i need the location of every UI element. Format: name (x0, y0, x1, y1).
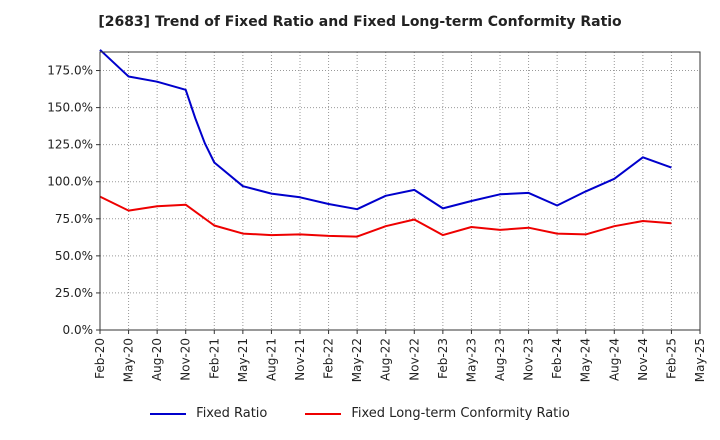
x-tick-label: May-20 (122, 338, 136, 382)
y-axis-ticks: 0.0% 25.0% 50.0% 75.0% 100.0% 125.0% 150.0% 175… (47, 64, 100, 337)
y-tick-label: 75.0% (55, 212, 93, 226)
x-tick-label: Nov-23 (522, 338, 536, 381)
x-tick-label: Aug-23 (493, 338, 507, 381)
x-tick-label: May-25 (693, 338, 707, 382)
x-tick-label: Feb-22 (322, 338, 336, 379)
x-tick-label: Nov-20 (179, 338, 193, 381)
x-tick-label: Aug-20 (150, 338, 164, 381)
x-tick-label: May-23 (464, 338, 478, 382)
y-tick-label: 150.0% (47, 101, 93, 115)
x-tick-label: Feb-23 (436, 338, 450, 379)
legend-swatch-fixed-ratio (150, 412, 187, 415)
x-axis-ticks: Feb-20 May-20 Aug-20 Nov-20 Feb-21 May-21 Aug-… (93, 330, 707, 382)
x-tick-label: May-22 (350, 338, 364, 382)
plot-frame (99, 51, 701, 331)
legend-item-fixed-ratio: Fixed Ratio (150, 406, 267, 421)
x-tick-label: Aug-24 (607, 338, 621, 381)
x-tick-label: Feb-24 (550, 338, 564, 379)
x-tick-label: May-24 (579, 338, 593, 382)
x-tick-label: Feb-20 (93, 338, 107, 379)
chart-title: [2683] Trend of Fixed Ratio and Fixed Lo… (98, 14, 622, 30)
y-tick-label: 175.0% (47, 64, 93, 78)
legend-label-fixed-ratio: Fixed Ratio (196, 406, 268, 421)
x-tick-label: Feb-25 (664, 338, 678, 379)
y-tick-label: 0.0% (63, 323, 94, 337)
legend-item-fixed-long-term-conformity-ratio: Fixed Long-term Conformity Ratio (305, 406, 570, 421)
x-tick-label: May-21 (236, 338, 250, 382)
y-tick-label: 125.0% (47, 138, 93, 152)
x-tick-label: Feb-21 (207, 338, 221, 379)
x-tick-label: Aug-22 (379, 338, 393, 381)
y-tick-label: 100.0% (47, 175, 93, 189)
y-tick-label: 25.0% (55, 286, 93, 300)
grid-lines (99, 52, 701, 331)
legend-swatch-fixed-long-term-conformity-ratio (305, 412, 342, 415)
x-tick-label: Aug-21 (264, 338, 278, 381)
x-tick-label: Nov-24 (636, 338, 650, 381)
legend-label-fixed-long-term-conformity-ratio: Fixed Long-term Conformity Ratio (351, 406, 570, 421)
series-line-fixed-ratio (99, 49, 672, 211)
y-tick-label: 50.0% (55, 249, 93, 263)
series-lines (99, 49, 672, 238)
series-line-fixed-long-term-conformity-ratio (99, 195, 672, 238)
legend: Fixed Ratio Fixed Long-term Conformity R… (0, 406, 720, 421)
x-tick-label: Nov-22 (407, 338, 421, 381)
x-tick-label: Nov-21 (293, 338, 307, 381)
